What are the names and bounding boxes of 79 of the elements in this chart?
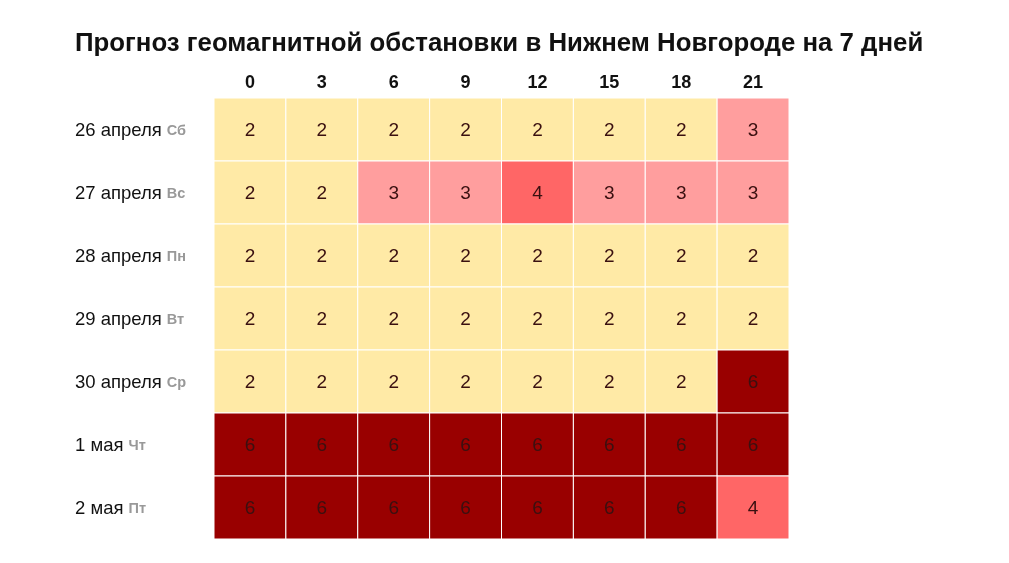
data-label: 2 xyxy=(388,371,399,393)
x-tick-label: 15 xyxy=(599,72,620,93)
data-label: 2 xyxy=(532,371,543,393)
data-label: 2 xyxy=(316,245,328,267)
data-label: 2 xyxy=(460,119,471,141)
data-label: 2 xyxy=(388,308,399,330)
data-label: 2 xyxy=(316,308,328,330)
data-label: 2 xyxy=(675,371,687,393)
data-label: 4 xyxy=(532,182,544,204)
data-label: 2 xyxy=(244,245,256,267)
data-label: 2 xyxy=(388,119,399,141)
data-label: 2 xyxy=(604,119,615,141)
y-tick-label: 29 апреля xyxy=(75,307,162,329)
data-label: 2 xyxy=(460,371,471,393)
y2-tick-label: Пт xyxy=(128,499,146,516)
data-label: 6 xyxy=(532,434,543,456)
data-label: 2 xyxy=(604,245,615,267)
data-label: 2 xyxy=(747,308,759,330)
data-label: 2 xyxy=(316,182,328,204)
data-label: 3 xyxy=(604,182,615,204)
data-label: 2 xyxy=(675,245,687,267)
y2-tick-label: Чт xyxy=(128,436,146,453)
data-label: 6 xyxy=(747,371,759,393)
y2-tick-label: Ср xyxy=(166,373,187,390)
data-label: 3 xyxy=(388,182,399,204)
y-tick-label: 26 апреля xyxy=(75,118,162,140)
data-label: 6 xyxy=(388,497,399,519)
data-label: 2 xyxy=(388,245,399,267)
data-label: 3 xyxy=(747,119,759,141)
data-label: 2 xyxy=(460,308,471,330)
x-tick-label: 9 xyxy=(460,72,471,93)
data-label: 2 xyxy=(244,182,256,204)
data-label: 6 xyxy=(604,434,615,456)
data-label: 2 xyxy=(604,371,615,393)
data-label: 2 xyxy=(244,371,256,393)
y-tick-label: 1 мая xyxy=(75,433,124,455)
y2-tick-label: Пн xyxy=(166,247,186,264)
y2-tick-label: Сб xyxy=(166,121,187,138)
data-label: 6 xyxy=(532,497,543,519)
y-tick-label: 30 апреля xyxy=(75,370,162,392)
data-label: 6 xyxy=(747,434,759,456)
x-tick-label: 6 xyxy=(388,72,399,93)
data-label: 2 xyxy=(316,119,328,141)
chart-title: Прогноз геомагнитной обстановки в Нижнем Новгороде на 7 дней xyxy=(75,28,924,57)
data-label: 6 xyxy=(604,497,615,519)
data-label: 2 xyxy=(244,119,256,141)
x-tick-label: 21 xyxy=(743,72,764,93)
x-tick-label: 12 xyxy=(527,72,548,93)
y2-tick-label: Вс xyxy=(166,184,186,201)
y-tick-label: 28 апреля xyxy=(75,244,162,266)
data-label: 6 xyxy=(244,434,256,456)
data-label: 2 xyxy=(532,119,543,141)
x-tick-label: 3 xyxy=(316,72,327,93)
data-label: 2 xyxy=(532,308,543,330)
data-label: 3 xyxy=(675,182,687,204)
y2-tick-label: Вт xyxy=(166,310,185,327)
data-label: 2 xyxy=(460,245,471,267)
data-label: 2 xyxy=(316,371,328,393)
y-tick-label: 27 апреля xyxy=(75,181,162,203)
data-label: 3 xyxy=(747,182,759,204)
y-tick-label: 2 мая xyxy=(75,496,124,518)
data-label: 2 xyxy=(604,308,615,330)
data-label: 2 xyxy=(675,308,687,330)
data-label: 2 xyxy=(747,245,759,267)
data-label: 2 xyxy=(532,245,543,267)
data-label: 6 xyxy=(460,434,471,456)
data-label: 6 xyxy=(388,434,399,456)
data-label: 6 xyxy=(244,497,256,519)
data-label: 6 xyxy=(316,497,328,519)
data-label: 4 xyxy=(747,497,759,519)
data-label: 6 xyxy=(675,434,687,456)
data-label: 6 xyxy=(460,497,471,519)
data-label: 6 xyxy=(316,434,328,456)
data-label: 3 xyxy=(460,182,471,204)
x-tick-label: 18 xyxy=(671,72,692,93)
data-label: 2 xyxy=(244,308,256,330)
x-tick-label: 0 xyxy=(244,72,255,93)
data-label: 2 xyxy=(675,119,687,141)
data-label: 6 xyxy=(675,497,687,519)
